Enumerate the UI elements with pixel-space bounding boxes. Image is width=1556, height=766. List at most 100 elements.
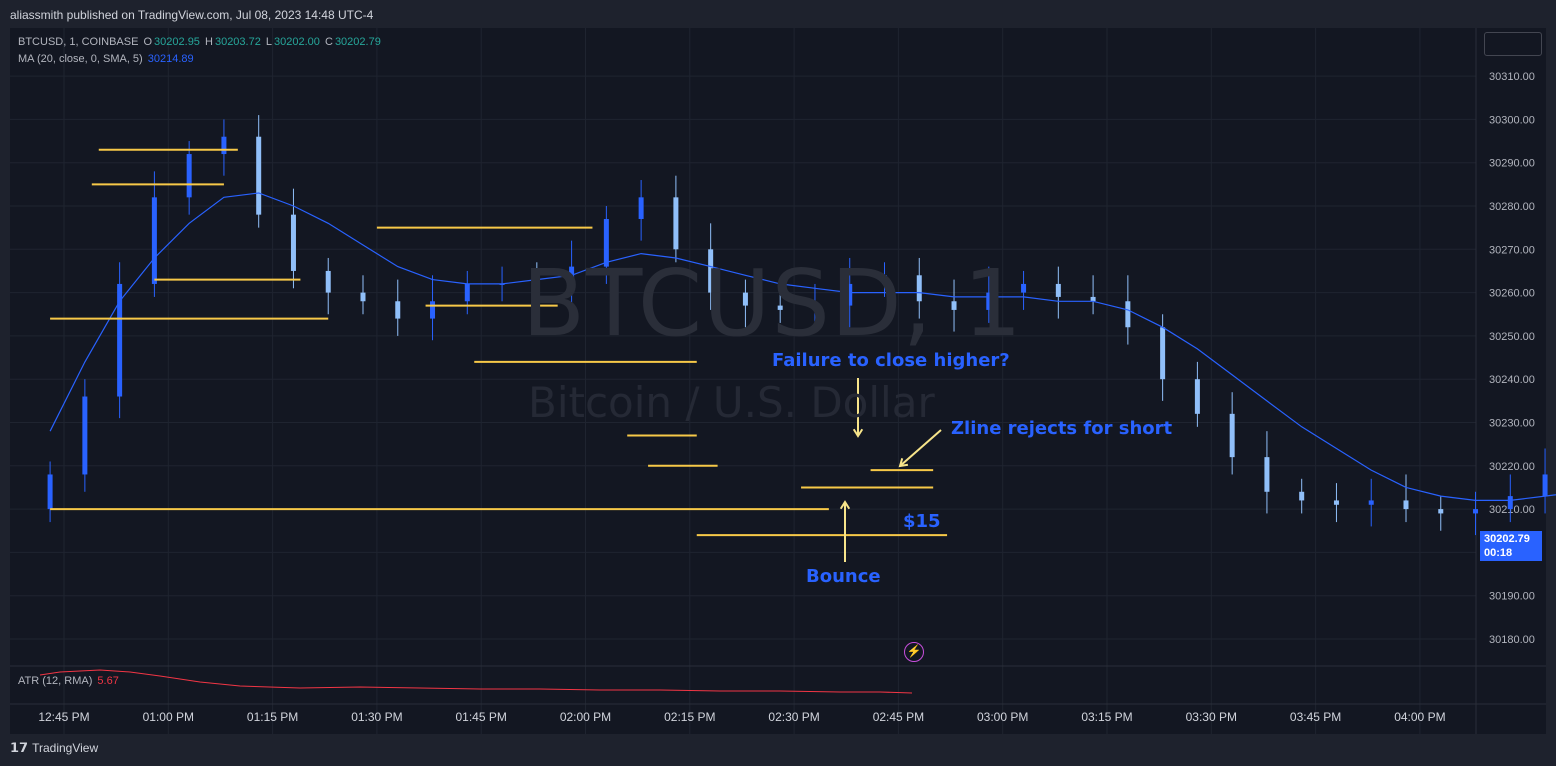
candle-body [881,275,887,284]
y-tick-label: 30220.00 [1489,461,1535,473]
candle-body [430,301,436,319]
open-label: O [143,36,153,48]
candle-body [290,214,296,271]
ma-label: MA (20, close, 0, SMA, 5) [18,53,143,65]
y-tick-label: 30290.00 [1489,158,1535,170]
candle-body [1194,379,1200,414]
y-tick-label: 30190.00 [1489,591,1535,603]
annotation-failure: Failure to close higher? [772,350,1010,371]
candle-body [812,305,818,310]
footer-brand[interactable]: 𝟭𝟳 TradingView [10,740,98,756]
watermark-symbol: BTCUSD, 1 [522,250,1023,357]
candle-body [117,283,123,397]
candle-body [1333,500,1339,505]
candle-body [1055,283,1061,297]
candle-body [47,474,53,510]
y-tick-label: 30180.00 [1489,634,1535,646]
y-tick-label: 30310.00 [1489,71,1535,83]
y-tick-label: 30260.00 [1489,288,1535,300]
x-tick-label: 01:30 PM [351,710,402,724]
x-tick-label: 02:45 PM [873,710,924,724]
atr-value: 5.67 [97,675,119,687]
ma-legend[interactable]: MA (20, close, 0, SMA, 5) 30214.89 [18,53,196,65]
candle-body [186,154,192,198]
chart-panel[interactable] [10,28,1546,734]
y-tick-label: 30300.00 [1489,114,1535,126]
candle-body [1299,491,1305,501]
annotation-bounce: Bounce [806,566,881,587]
candle-body [1021,283,1027,293]
arrow-zline [899,429,942,467]
close-value: 30202.79 [334,36,381,48]
watermark-name: Bitcoin / U.S. Dollar [528,378,935,427]
x-tick-label: 01:00 PM [143,710,194,724]
candle-body [638,197,644,219]
candle-body [777,305,783,310]
atr-line [39,669,913,694]
atr-label: ATR (12, RMA) [18,675,93,687]
open-value: 30202.95 [154,36,200,48]
candle-body [742,292,748,306]
candle-body [1229,413,1235,458]
candle-body [569,266,575,293]
candle-body [256,136,262,215]
x-tick-label: 03:45 PM [1290,710,1341,724]
brand-text: TradingView [32,741,99,755]
candle-body [1438,509,1444,514]
candle-body [708,249,714,293]
x-tick-label: 04:00 PM [1394,710,1445,724]
candle-body [1125,301,1131,328]
arrow-failure-head [852,428,864,438]
x-tick-label: 02:00 PM [560,710,611,724]
x-tick-label: 03:15 PM [1081,710,1132,724]
symbol-legend[interactable]: BTCUSD, 1, COINBASE O 30202.95 H 30203.72 … [18,36,383,48]
candle-body [534,283,540,293]
high-value: 30203.72 [214,36,261,48]
x-tick-label: 03:00 PM [977,710,1028,724]
tradingview-logo-icon: 𝟭𝟳 [10,740,29,755]
candle-body [325,270,331,293]
candle-body [986,292,992,310]
x-tick-label: 02:30 PM [768,710,819,724]
candle-body [1473,509,1479,514]
y-tick-label: 30280.00 [1489,201,1535,213]
last-price-tag: 30202.79 00:18 [1480,531,1542,561]
candle-body [1542,474,1548,497]
x-tick-label: 03:30 PM [1186,710,1237,724]
candle-body [82,396,88,475]
close-label: C [324,36,333,48]
lightning-icon[interactable]: ⚡ [904,642,924,662]
symbol-label: BTCUSD, 1, COINBASE [18,36,139,48]
bar-countdown: 00:18 [1484,547,1513,559]
candle-body [916,275,922,302]
candle-body [1403,500,1409,510]
low-label: L [265,36,273,48]
y-tick-label: 30210.00 [1489,504,1535,516]
y-tick-label: 30240.00 [1489,374,1535,386]
candle-body [395,301,401,319]
candle-body [151,197,157,284]
atr-legend[interactable]: ATR (12, RMA) 5.67 [18,675,121,687]
published-text: aliassmith published on TradingView.com,… [10,8,374,22]
candle-body [360,292,366,302]
y-tick-label: 30250.00 [1489,331,1535,343]
x-tick-label: 01:15 PM [247,710,298,724]
candle-body [951,301,957,310]
x-tick-label: 02:15 PM [664,710,715,724]
candle-body [1090,296,1096,302]
ma-value: 30214.89 [147,53,194,65]
candle-body [847,283,853,306]
last-price: 30202.79 [1484,533,1530,545]
candle-body [464,283,470,302]
y-tick-label: 30230.00 [1489,418,1535,430]
arrow-zline-head [898,458,909,468]
ma-line [49,192,1556,501]
x-tick-label: 01:45 PM [456,710,507,724]
x-tick-label: 12:45 PM [38,710,89,724]
candle-body [603,218,609,267]
low-value: 30202.00 [274,36,320,48]
chart-settings-box[interactable] [1484,32,1542,56]
top-bar: aliassmith published on TradingView.com,… [0,0,1556,28]
candle-body [673,197,679,250]
